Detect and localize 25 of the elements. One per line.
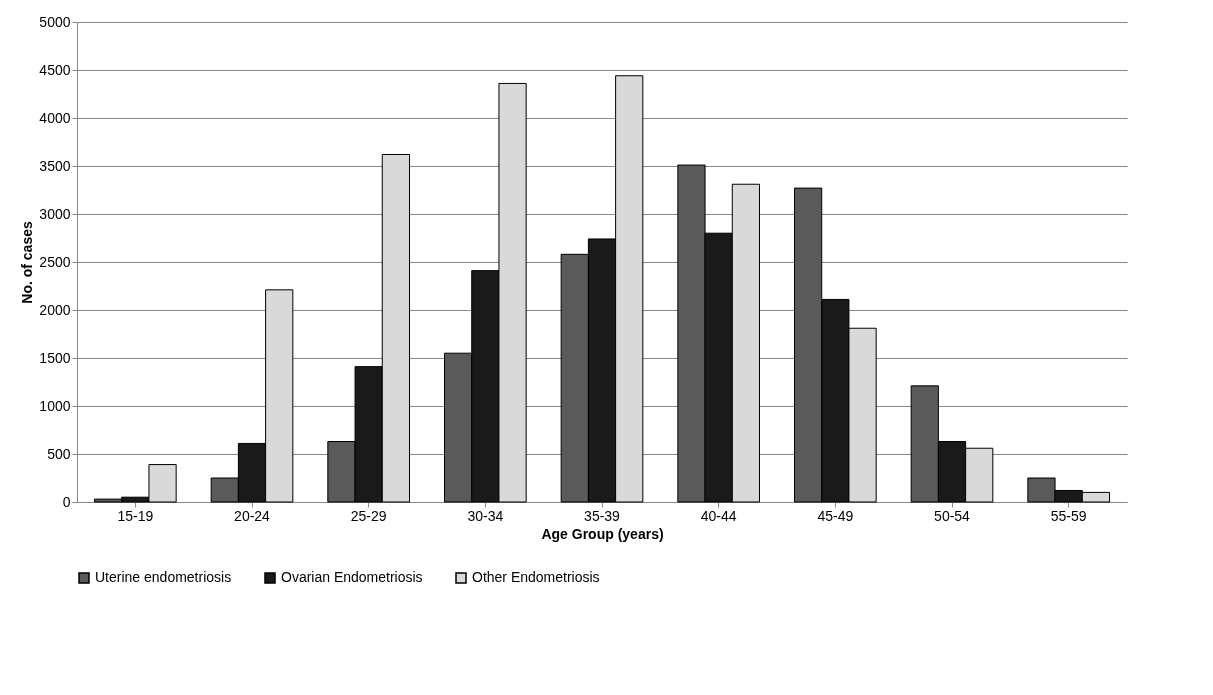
x-tick-label: 30-34 [467,507,504,524]
legend-label: Other Endometriosis [472,569,600,585]
y-tick-label: 2500 [39,253,71,270]
x-tick-label: 55-59 [1050,507,1087,524]
x-tick-label: 25-29 [350,507,387,524]
x-tick-label: 35-39 [584,507,621,524]
legend-label: Ovarian Endometriosis [281,569,423,585]
x-axis-title: Age Group (years) [541,525,664,542]
y-tick-label: 1000 [39,397,71,414]
y-tick-label: 2000 [39,301,71,318]
y-tick-label: 4000 [39,109,71,126]
y-tick-label: 3500 [39,157,71,174]
x-tick-label: 20-24 [234,507,271,524]
x-tick-label: 15-19 [117,507,154,524]
y-tick-label: 3000 [39,205,71,222]
legend-label: Uterine endometriosis [95,569,232,585]
y-tick-label: 4500 [39,61,71,78]
y-tick-label: 5000 [39,13,71,30]
y-tick-label: 1500 [39,349,71,366]
y-tick-label: 500 [47,445,71,462]
y-axis-title: No. of cases [19,221,36,304]
x-tick-label: 40-44 [700,507,737,524]
y-tick-label: 0 [62,493,71,510]
x-tick-label: 45-49 [817,507,854,524]
x-tick-label: 50-54 [934,507,971,524]
